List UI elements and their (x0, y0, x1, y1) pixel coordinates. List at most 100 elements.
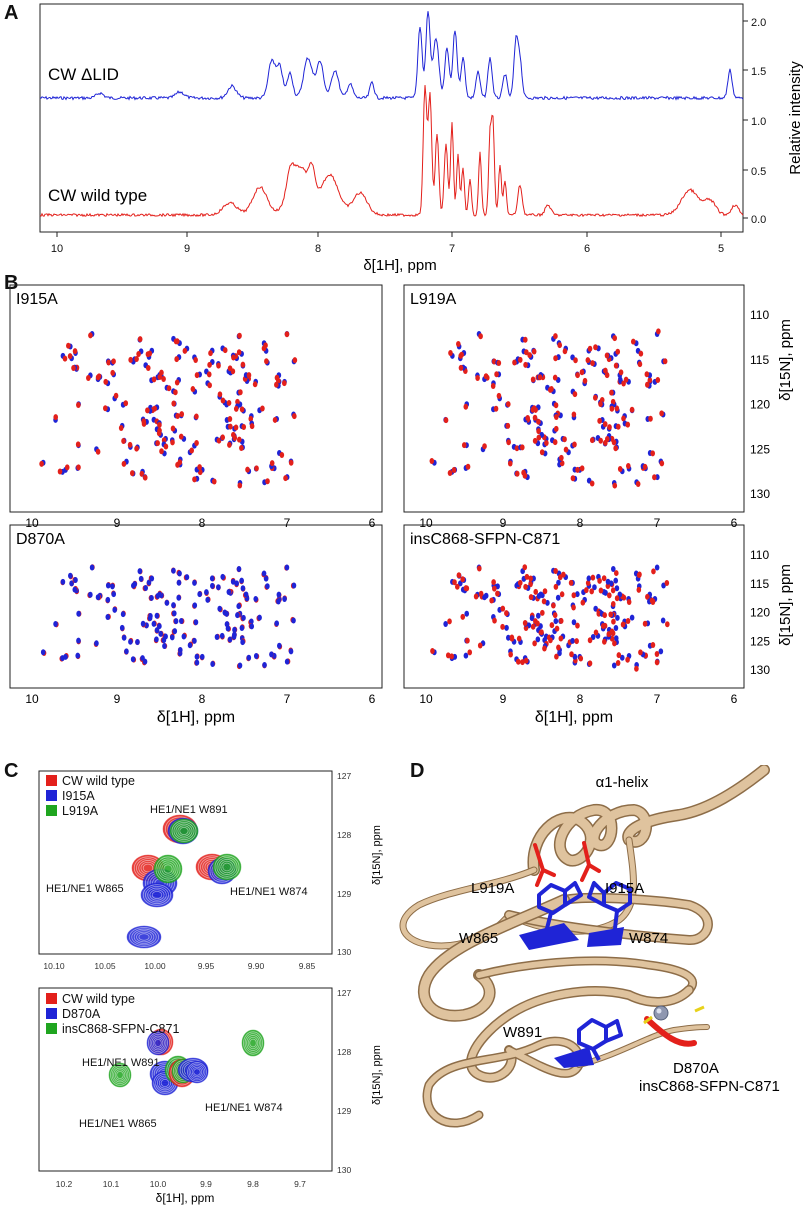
hsqc-peak (237, 332, 242, 339)
hsqc-peak (561, 571, 566, 578)
hsqc-peak (210, 660, 215, 667)
hsqc-peak (592, 584, 597, 591)
xtick: 10 (419, 692, 433, 706)
hsqc-peak (193, 619, 199, 626)
ytick: 1.5 (751, 66, 766, 78)
contour-peak (161, 862, 175, 876)
hsqc-peak (575, 372, 580, 379)
hsqc-peak (145, 407, 150, 414)
hsqc-peak (231, 633, 237, 640)
hsqc-peak (612, 335, 618, 342)
hsqc-peak (654, 650, 660, 657)
hsqc-peak (605, 435, 610, 442)
hsqc-peak (448, 350, 453, 357)
hsqc-peak (464, 610, 470, 617)
hsqc-peak (239, 625, 245, 632)
hsqc-peak (614, 405, 620, 412)
hsqc-peak (129, 470, 135, 477)
hsqc-peak (240, 361, 246, 368)
spectrum-l919a: L919A (403, 284, 745, 513)
spectrum-title: I915A (16, 291, 58, 308)
hsqc-peak (240, 639, 245, 646)
hsqc-peak (227, 415, 233, 422)
hsqc-peak (447, 470, 453, 477)
hsqc-peak (571, 619, 577, 626)
hsqc-peak (128, 356, 133, 363)
hsqc-peak (95, 374, 101, 381)
hsqc-peak (570, 475, 576, 482)
hsqc-peak (233, 424, 239, 431)
hsqc-peak (524, 573, 530, 580)
hsqc-peak (237, 436, 242, 443)
hsqc-peak (177, 459, 183, 466)
hsqc-peak (141, 418, 147, 425)
hsqc-peak (647, 377, 653, 384)
hsqc-peak (625, 656, 630, 663)
xtick: 7 (654, 692, 661, 706)
hsqc-peak (246, 654, 252, 661)
hsqc-peak (582, 377, 588, 384)
hsqc-peak (568, 579, 574, 586)
svg-text:10.05: 10.05 (94, 961, 116, 971)
hsqc-peak (157, 373, 163, 380)
hsqc-peak (659, 460, 665, 467)
hsqc-peak (634, 665, 639, 672)
hsqc-peak (603, 367, 608, 374)
hsqc-peak (589, 480, 595, 487)
hsqc-peak (578, 655, 584, 662)
hsqc-peak (523, 583, 528, 590)
svg-text:9.90: 9.90 (248, 961, 265, 971)
xtick: 8 (199, 692, 206, 706)
hsqc-peak (544, 440, 549, 447)
hsqc-peak (208, 350, 213, 357)
hsqc-peak (205, 596, 210, 603)
hsqc-peak (207, 361, 212, 368)
red-sidechains (533, 841, 601, 887)
hsqc-peak (586, 575, 592, 582)
panel-a-label: A (4, 2, 19, 24)
hsqc-peak (265, 583, 270, 590)
hsqc-peak (449, 653, 454, 660)
hsqc-peak (71, 364, 76, 371)
hsqc-peak (611, 662, 617, 669)
hsqc-peak (429, 458, 435, 465)
hsqc-peak (181, 633, 187, 640)
hsqc-peak (602, 612, 607, 619)
hsqc-peak (645, 381, 650, 388)
cw-wt-trace (39, 85, 744, 218)
hsqc-peak (562, 436, 567, 443)
contour-peak (158, 1077, 172, 1089)
hsqc-peak (209, 575, 215, 582)
hsqc-peak (142, 658, 148, 665)
svg-text:130: 130 (337, 947, 351, 957)
hsqc-peak (76, 402, 81, 409)
legend-item: I915A (46, 788, 135, 803)
hsqc-peak (553, 355, 558, 362)
spectrum-title: L919A (410, 291, 457, 308)
hsqc-peak (291, 617, 296, 624)
spectrum-i915a: I915A (9, 284, 383, 513)
hsqc-peak (610, 601, 616, 608)
hsqc-peak (519, 444, 525, 451)
panel-d-structure: α1-helix (399, 765, 780, 1128)
hsqc-peak (88, 332, 93, 339)
hsqc-peak (613, 445, 618, 452)
hsqc-peak (551, 602, 556, 609)
label-l919a: L919A (471, 880, 514, 897)
hsqc-peak (605, 578, 611, 585)
hsqc-peak (642, 620, 648, 627)
hsqc-peak (585, 580, 591, 587)
hsqc-peak (617, 466, 623, 473)
hsqc-peak (571, 604, 576, 611)
hsqc-peak (106, 359, 111, 366)
hsqc-peak (174, 379, 180, 386)
hsqc-peak (171, 602, 176, 609)
hsqc-peak (72, 586, 78, 593)
hsqc-peak (569, 651, 574, 658)
hsqc-peak (553, 583, 559, 590)
hsqc-peak (608, 611, 613, 618)
hsqc-peak (506, 439, 511, 446)
contour-peak (151, 891, 163, 900)
legend-swatch-green (46, 1023, 57, 1034)
hsqc-peak (249, 423, 255, 430)
